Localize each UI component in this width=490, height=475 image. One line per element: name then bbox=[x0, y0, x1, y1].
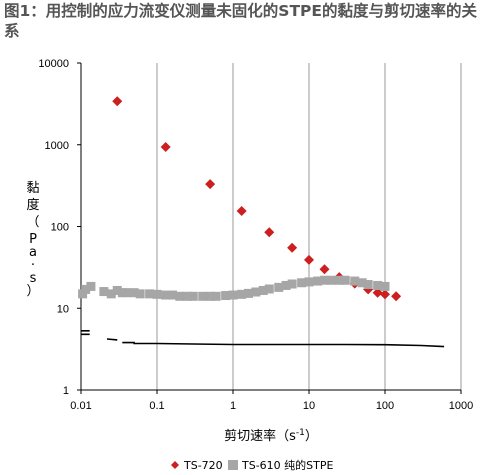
data-point-ts610 bbox=[304, 277, 314, 287]
y-axis-label-char: 黏 bbox=[26, 180, 39, 196]
x-tick-label: 1 bbox=[230, 400, 236, 412]
data-point-ts720 bbox=[112, 96, 123, 107]
y-axis-label-char: 度 bbox=[26, 197, 39, 213]
y-tick-label: 1 bbox=[63, 385, 69, 397]
data-point-ts610 bbox=[244, 288, 254, 298]
x-axis-label: 剪切速率（s-1） bbox=[224, 428, 318, 444]
data-point-ts610 bbox=[357, 278, 367, 288]
data-point-ts720 bbox=[264, 227, 275, 238]
x-axis-label-text: 剪切速率（s bbox=[224, 428, 296, 444]
y-axis-label-char: （ bbox=[26, 215, 39, 230]
legend: TS-720 TS-610 纯的STPE bbox=[171, 458, 333, 472]
data-point-ts610 bbox=[81, 284, 91, 294]
x-axis-label-superscript: -1 bbox=[296, 428, 305, 438]
data-point-ts610 bbox=[129, 288, 139, 298]
data-point-ts720 bbox=[287, 242, 298, 253]
data-point-ts610 bbox=[350, 276, 360, 286]
data-point-ts610 bbox=[106, 289, 116, 299]
data-point-ts610 bbox=[198, 291, 208, 301]
data-point-ts720 bbox=[205, 179, 216, 190]
data-point-ts610 bbox=[320, 275, 330, 285]
data-point-ts720 bbox=[160, 141, 171, 152]
y-axis-label-char: P bbox=[29, 232, 37, 247]
data-point-ts610 bbox=[373, 280, 383, 290]
data-point-ts610 bbox=[313, 276, 323, 286]
y-tick-label: 10 bbox=[57, 303, 69, 315]
y-tick-label: 100 bbox=[51, 222, 69, 234]
data-point-ts610 bbox=[205, 291, 215, 301]
data-point-ts610 bbox=[281, 280, 291, 290]
data-point-ts610 bbox=[175, 291, 185, 301]
data-point-ts720 bbox=[319, 264, 330, 275]
data-point-ts720 bbox=[380, 289, 390, 300]
x-axis-label-close: ） bbox=[305, 429, 318, 444]
legend-label-ts610: TS-610 纯的STPE bbox=[241, 458, 333, 472]
data-point-ts610 bbox=[363, 280, 373, 290]
data-point-ts610 bbox=[380, 281, 390, 291]
data-point-ts610 bbox=[161, 290, 171, 300]
x-tick-label: 0.1 bbox=[149, 400, 164, 412]
y-tick-label: 10000 bbox=[38, 58, 69, 70]
data-point-ts610 bbox=[334, 275, 344, 285]
x-tick-label: 0.01 bbox=[70, 400, 91, 412]
data-point-ts610 bbox=[145, 289, 155, 299]
data-point-ts610 bbox=[122, 288, 132, 298]
legend-marker-ts610 bbox=[228, 460, 238, 470]
data-point-ts610 bbox=[86, 281, 96, 291]
data-point-ts610 bbox=[327, 275, 337, 285]
chart-title: 图1：用控制的应力流变仪测量未固化的STPE的黏度与剪切速率的关系 bbox=[4, 2, 477, 40]
data-point-ts610 bbox=[228, 290, 238, 300]
series-line-reference bbox=[81, 330, 445, 348]
x-tick-label: 10 bbox=[303, 400, 315, 412]
data-point-ts610 bbox=[287, 279, 297, 289]
grid-layer bbox=[156, 63, 462, 390]
axis-layer bbox=[77, 62, 462, 394]
data-point-ts610 bbox=[152, 289, 162, 299]
data-point-ts720 bbox=[372, 287, 383, 298]
data-point-ts610 bbox=[297, 278, 307, 288]
data-point-ts610 bbox=[99, 287, 109, 297]
data-point-ts720 bbox=[236, 205, 247, 216]
data-point-ts610 bbox=[251, 287, 261, 297]
data-point-ts720 bbox=[391, 291, 402, 302]
y-axis-label-char: · bbox=[31, 258, 35, 273]
data-point-ts610 bbox=[188, 291, 198, 301]
axis-label-layer: 黏度（Pa·s）剪切速率（s-1） bbox=[26, 180, 317, 444]
data-point-ts610 bbox=[264, 284, 274, 294]
data-point-ts610 bbox=[274, 282, 284, 292]
legend-marker-ts720 bbox=[171, 461, 179, 469]
legend-label-ts720: TS-720 bbox=[183, 459, 223, 472]
y-axis-label-char: s bbox=[30, 271, 37, 286]
data-point-ts610 bbox=[182, 291, 192, 301]
data-point-ts610 bbox=[112, 285, 122, 295]
data-point-ts610 bbox=[221, 291, 231, 301]
data-point-ts720 bbox=[304, 254, 314, 265]
y-axis-label-char: ） bbox=[26, 284, 39, 299]
x-tick-label: 1000 bbox=[449, 400, 473, 412]
data-point-ts610 bbox=[340, 275, 350, 285]
y-axis-label-char: a bbox=[29, 245, 37, 260]
data-point-ts610 bbox=[258, 285, 268, 295]
data-point-ts610 bbox=[168, 290, 178, 300]
data-point-ts610 bbox=[135, 289, 145, 299]
data-point-ts610 bbox=[237, 289, 247, 299]
y-tick-label: 1000 bbox=[45, 140, 69, 152]
tick-label-layer: 0.01 0.1 1 10 100 1000 1 10 100 1000 10000 bbox=[38, 58, 473, 412]
series-layer bbox=[78, 96, 445, 348]
x-tick-label: 100 bbox=[376, 400, 394, 412]
data-point-ts610 bbox=[211, 291, 221, 301]
